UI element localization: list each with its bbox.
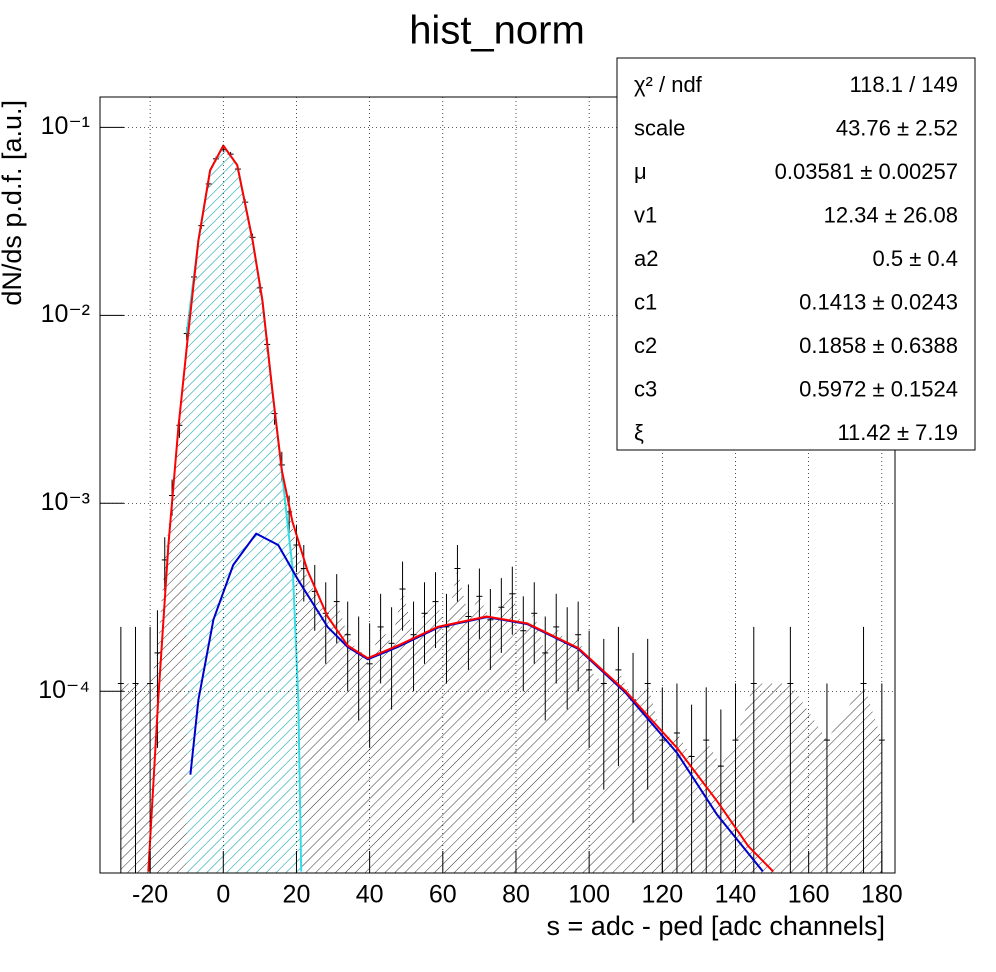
stats-value: 0.03581 ± 0.00257 [775,159,958,184]
stats-value: 43.76 ± 2.52 [836,115,958,140]
y-tick-label: 10⁻² [41,300,90,328]
stats: χ² / ndf 118.1 / 149 scale 43.76 ± 2.52 μ 0.0… [634,72,958,445]
stats-value: 11.42 ± 7.19 [837,420,958,445]
error-bar [659,687,666,873]
error-bar [860,626,867,873]
error-bar [717,709,724,873]
error-bar [117,626,124,873]
x-tick-label: 0 [216,881,230,909]
error-bar [388,607,395,710]
stats-name: ξ [634,420,644,445]
x-tick-label: 140 [715,881,757,909]
x-tick-label: 20 [283,881,311,909]
error-bar [750,626,757,873]
x-tick-label: 60 [429,881,457,909]
stats-name: χ² / ndf [634,72,703,97]
axes: -20 0 20 40 60 80 100 120 140 160 180 10⁻⁴ 10⁻³ 10⁻² 1… [38,96,903,909]
error-bar [432,572,439,648]
stats-value: 0.5 ± 0.4 [873,246,958,271]
stats-name: μ [634,159,647,184]
error-bar [823,683,830,873]
error-bar [476,568,483,639]
error-bar [673,683,680,873]
y-tick-label: 10⁻³ [41,488,90,516]
chart-title: hist_norm [409,9,585,53]
stats-name: scale [634,115,685,140]
stats-name: v1 [634,202,657,227]
x-tick-label: 180 [861,881,903,909]
error-bar [454,545,461,602]
x-tick-label: -20 [132,881,168,909]
x-tick-label: 80 [502,881,530,909]
y-tick-label: 10⁻⁴ [38,676,90,704]
error-bar [410,601,417,692]
error-bar [465,584,472,670]
stats-name: c3 [634,376,657,401]
stats-value: 0.5972 ± 0.1524 [799,376,958,401]
error-bar [600,638,607,790]
error-bar [509,566,516,635]
fit-curve [147,144,774,873]
error-bar [575,601,582,692]
fit-curve [189,532,764,873]
error-bar [421,582,428,664]
x-tick-label: 120 [641,881,683,909]
x-tick-label: 160 [788,881,830,909]
stats-value: 118.1 / 149 [850,72,958,97]
error-bar [787,626,794,873]
error-bar [300,545,307,602]
error-bar [333,574,340,644]
error-bar [703,687,710,873]
stats-value: 0.1413 ± 0.0243 [799,289,958,314]
x-axis-label: s = adc - ped [adc channels] [547,911,885,941]
y-tick-label: 10⁻¹ [41,112,90,140]
error-bar [688,704,695,873]
error-bar [498,578,505,653]
stats-name: a2 [634,246,658,271]
x-tick-label: 100 [568,881,610,909]
error-bar [487,589,494,670]
stats-box [616,57,976,451]
error-bar [377,593,384,684]
stats-name: c2 [634,333,657,358]
hist-hatch [120,149,882,873]
plot-frame [99,96,896,874]
x-tick-label: 40 [356,881,384,909]
error-bar [520,596,527,692]
error-bar [132,626,139,873]
error-bar [615,626,622,767]
error-bar [399,561,406,631]
stats-value: 12.34 ± 26.08 [824,202,958,227]
stats-name: c1 [634,289,657,314]
y-axis-label: dN/ds p.d.f. [a.u.] [0,100,27,306]
stats-value: 0.1858 ± 0.6388 [799,333,958,358]
error-bar [531,582,538,664]
